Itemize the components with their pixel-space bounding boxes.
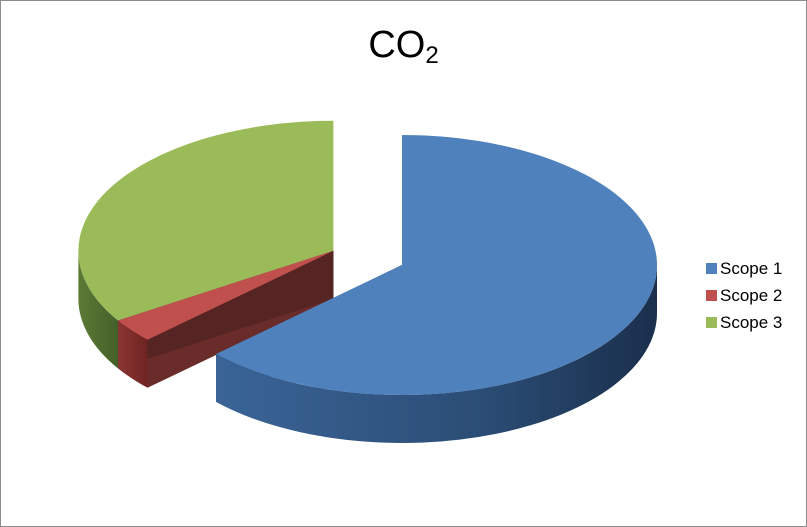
pie-slice-1-top [216, 135, 657, 395]
pie-slice-2 [118, 250, 334, 388]
legend-swatch-3 [706, 317, 717, 328]
chart-legend: Scope 1 Scope 2 Scope 3 [706, 255, 801, 336]
pie-slice-1-side [216, 265, 657, 443]
legend-item-scope-1: Scope 1 [706, 255, 801, 282]
pie-slice-3-top [78, 120, 334, 321]
pie-slice-2-side [118, 320, 148, 388]
chart-title: CO2 [0, 26, 807, 68]
pie-slice-2-wall [118, 250, 334, 369]
legend-item-scope-3: Scope 3 [706, 309, 801, 336]
legend-label-2: Scope 2 [720, 285, 783, 305]
legend-swatch-1 [706, 263, 717, 274]
legend-item-scope-2: Scope 2 [706, 282, 801, 309]
legend-swatch-2 [706, 290, 717, 301]
pie-slice-3-side [78, 250, 119, 369]
pie-slice-1 [216, 135, 657, 443]
pie-slice-2-top [118, 250, 334, 340]
legend-label-1: Scope 1 [720, 258, 783, 278]
chart-title-subscript: 2 [425, 42, 439, 69]
legend-label-3: Scope 3 [720, 312, 783, 332]
chart-title-main: CO [368, 24, 426, 66]
